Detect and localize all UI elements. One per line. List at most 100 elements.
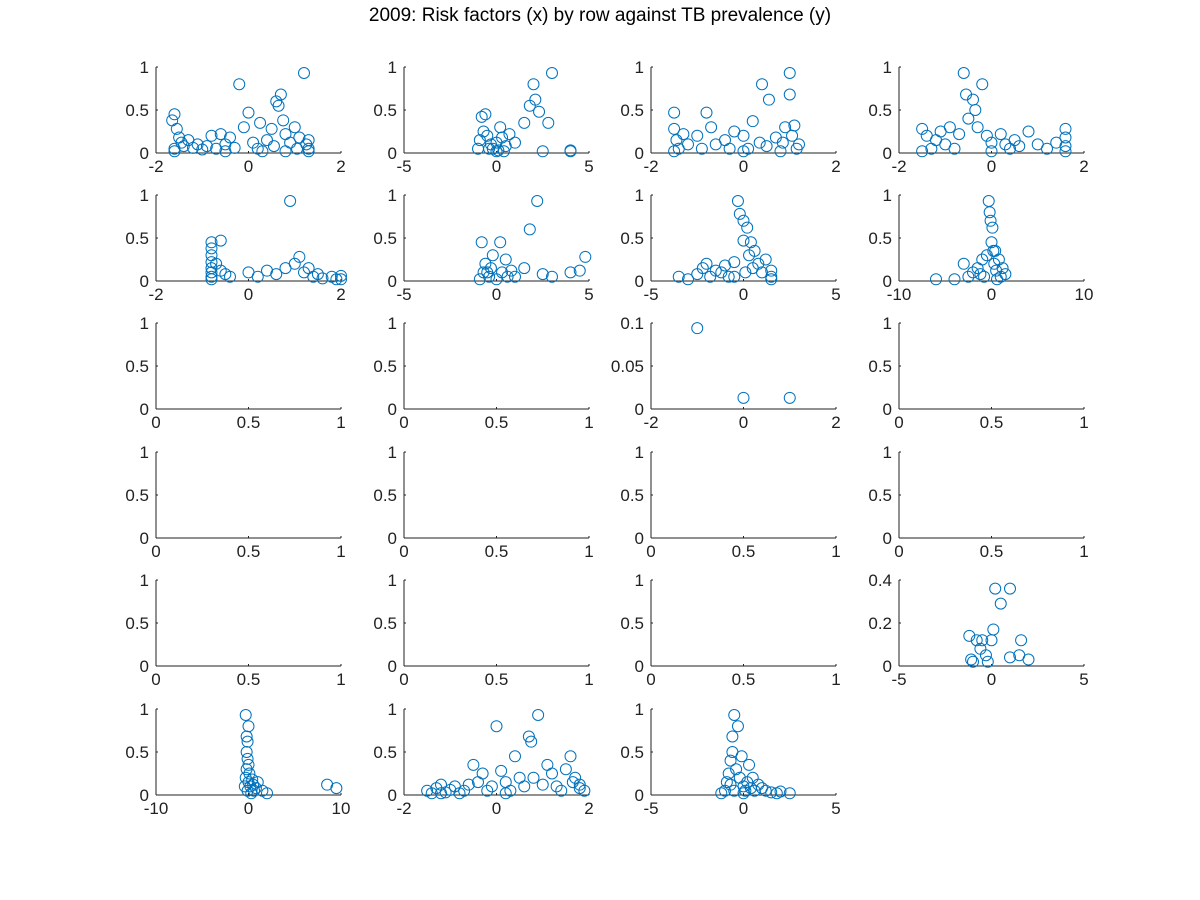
scatter-point (996, 262, 1009, 275)
scatter-point (737, 787, 750, 800)
scatter-point (335, 273, 347, 286)
y-tick-label: 0.5 (125, 614, 149, 633)
scatter-point (969, 104, 982, 116)
y-tick-label: 0 (883, 657, 892, 676)
scatter-point (240, 746, 253, 758)
scatter-point (513, 771, 526, 784)
scatter-point (476, 767, 489, 780)
scatter-point (555, 784, 568, 797)
scatter-point (948, 273, 961, 286)
subplot-5: -2 0 200.51 (125, 186, 347, 304)
scatter-point (573, 264, 586, 277)
y-tick-label: 0.5 (373, 486, 397, 505)
scatter-point (783, 787, 796, 800)
scatter-point (205, 242, 218, 255)
y-tick-label: 1 (140, 58, 149, 77)
scatter-point (233, 78, 246, 91)
scatter-point (494, 236, 507, 249)
subplot-1: -2 0 200.51 (125, 58, 345, 176)
y-tick-label: 0 (883, 272, 892, 291)
y-tick-label: 0.5 (373, 743, 397, 762)
y-tick-label: 0 (883, 144, 892, 163)
x-tick-label: 0 (492, 157, 501, 176)
scatter-point (793, 138, 805, 151)
scatter-point (753, 136, 766, 149)
scatter-point (983, 206, 996, 219)
y-tick-label: 0.4 (868, 571, 892, 590)
scatter-point (720, 776, 733, 789)
scatter-point (741, 221, 754, 234)
scatter-point (475, 236, 488, 249)
scatter-point (733, 207, 746, 220)
x-tick-label: 0 (244, 285, 253, 304)
x-tick-label: 1 (584, 542, 593, 561)
scatter-point (486, 249, 499, 262)
subplot-10: 0 0.5 1 0 0.5 1 (373, 314, 593, 432)
scatter-point (518, 116, 531, 129)
scatter-point (499, 253, 512, 266)
scatter-point (737, 234, 750, 247)
scatter-point (569, 771, 582, 784)
scatter-point (168, 108, 181, 121)
x-tick-label: 0.5 (237, 670, 261, 689)
scatter-point (467, 758, 480, 771)
y-tick-label: 0 (140, 786, 149, 805)
x-tick-label: 5 (831, 799, 840, 818)
scatter-point (976, 634, 989, 647)
scatter-point (728, 270, 741, 283)
scatter-point (546, 67, 558, 80)
scatter-point (497, 145, 510, 158)
scatter-point (765, 264, 778, 277)
scatter-point (700, 106, 713, 119)
y-tick-label: 0.5 (125, 743, 149, 762)
x-tick-label: 1 (584, 670, 593, 689)
y-tick-label: 0.5 (373, 101, 397, 120)
scatter-point (279, 145, 292, 158)
scatter-point (579, 250, 592, 263)
x-tick-label: 0 (244, 157, 253, 176)
subplot-14: 0 0.5 1 0 0.5 1 (373, 443, 593, 561)
x-tick-label: 0 (151, 413, 160, 432)
scatter-point (248, 784, 261, 797)
scatter-point (274, 88, 287, 101)
y-tick-label: 1 (140, 571, 149, 590)
x-tick-label: 5 (1079, 670, 1088, 689)
x-tick-label: 0.5 (732, 670, 756, 689)
x-tick-label: -2 (643, 157, 658, 176)
scatter-point (748, 244, 761, 257)
scatter-point (930, 273, 942, 286)
scatter-point (744, 236, 757, 249)
x-tick-label: 2 (336, 157, 345, 176)
scatter-point (957, 67, 970, 80)
scatter-point (261, 787, 273, 800)
scatter-point (733, 771, 746, 784)
scatter-point (724, 754, 737, 767)
x-tick-label: -5 (643, 799, 658, 818)
scatter-point (494, 121, 507, 134)
scatter-point (214, 234, 227, 247)
y-tick-label: 0 (388, 786, 397, 805)
subplot-9: 0 0.5 1 0 0.5 1 (125, 314, 345, 432)
scatter-point (943, 121, 956, 134)
y-tick-label: 1 (635, 58, 644, 77)
scatter-point (256, 145, 269, 158)
x-tick-label: -5 (891, 670, 906, 689)
scatter-point (578, 784, 591, 797)
x-tick-label: -5 (396, 157, 411, 176)
scatter-point (980, 129, 993, 142)
y-tick-label: 0 (635, 400, 644, 419)
scatter-point (765, 273, 778, 286)
scatter-point (279, 128, 292, 141)
scatter-point (783, 67, 796, 80)
scatter-point (994, 128, 1007, 141)
scatter-point (992, 253, 1005, 266)
scatter-point (509, 270, 521, 283)
subplot-17: 0 0.5 1 0 0.5 1 (125, 571, 345, 689)
subplot-11: -2 0 200.050.1 (611, 314, 841, 432)
scatter-point (722, 270, 735, 283)
x-tick-label: 5 (831, 285, 840, 304)
scatter-point (435, 787, 447, 800)
y-tick-label: 0.5 (125, 101, 149, 120)
y-tick-label: 1 (388, 571, 397, 590)
scatter-point (484, 262, 497, 275)
